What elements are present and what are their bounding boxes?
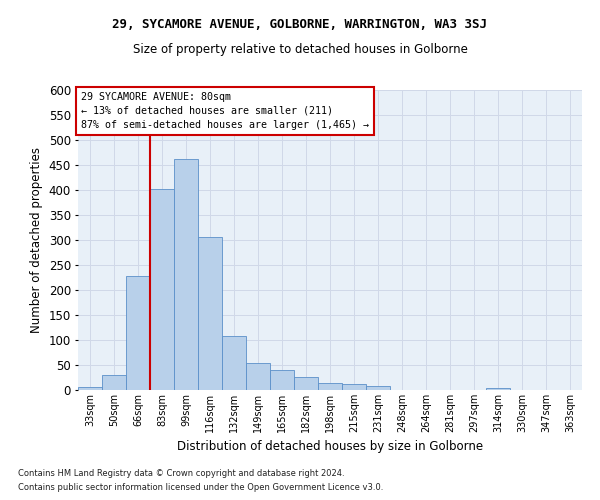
Y-axis label: Number of detached properties: Number of detached properties bbox=[30, 147, 43, 333]
Bar bbox=[78, 386, 102, 390]
Bar bbox=[102, 375, 126, 390]
Bar bbox=[486, 388, 510, 390]
Bar bbox=[198, 236, 222, 390]
Bar bbox=[126, 276, 150, 390]
Bar bbox=[294, 376, 318, 390]
Bar bbox=[270, 370, 294, 390]
Bar bbox=[342, 384, 366, 390]
Text: Contains public sector information licensed under the Open Government Licence v3: Contains public sector information licen… bbox=[18, 484, 383, 492]
Bar bbox=[222, 336, 246, 390]
Bar bbox=[174, 158, 198, 390]
Text: Size of property relative to detached houses in Golborne: Size of property relative to detached ho… bbox=[133, 42, 467, 56]
Text: 29 SYCAMORE AVENUE: 80sqm
← 13% of detached houses are smaller (211)
87% of semi: 29 SYCAMORE AVENUE: 80sqm ← 13% of detac… bbox=[80, 92, 368, 130]
Text: 29, SYCAMORE AVENUE, GOLBORNE, WARRINGTON, WA3 3SJ: 29, SYCAMORE AVENUE, GOLBORNE, WARRINGTO… bbox=[113, 18, 487, 30]
Bar bbox=[150, 189, 174, 390]
Bar bbox=[246, 362, 270, 390]
X-axis label: Distribution of detached houses by size in Golborne: Distribution of detached houses by size … bbox=[177, 440, 483, 454]
Bar bbox=[318, 382, 342, 390]
Text: Contains HM Land Registry data © Crown copyright and database right 2024.: Contains HM Land Registry data © Crown c… bbox=[18, 468, 344, 477]
Bar bbox=[366, 386, 390, 390]
